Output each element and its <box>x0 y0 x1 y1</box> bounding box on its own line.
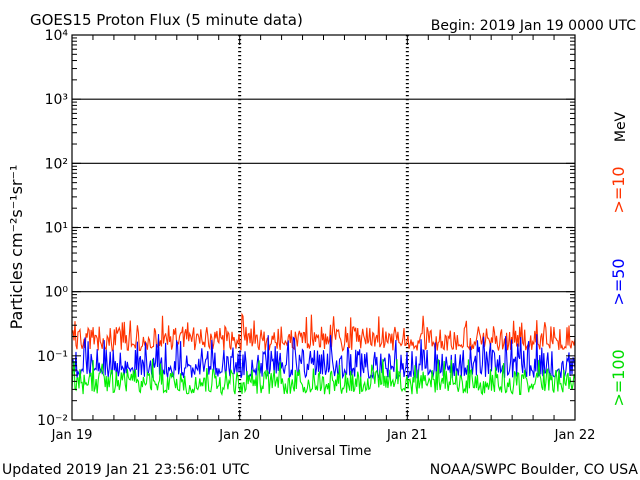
x-axis-label: Universal Time <box>275 444 372 459</box>
y-tick-label: 10⁴ <box>45 28 69 44</box>
x-tick-label: Jan 20 <box>218 428 260 443</box>
y-tick-label: 10⁻² <box>37 413 68 429</box>
series-label-100mev: >=100 <box>609 349 628 406</box>
y-axis-label: Particles cm⁻²s⁻¹sr⁻¹ <box>7 165 26 330</box>
series-label-50mev: >=50 <box>609 258 628 305</box>
series-line-1 <box>71 334 576 380</box>
x-tick-label: Jan 22 <box>554 428 596 443</box>
begin-time: Begin: 2019 Jan 19 0000 UTC <box>431 18 636 34</box>
series-line-2 <box>71 358 576 397</box>
unit-label: MeV <box>613 111 629 142</box>
series-label-10mev: >=10 <box>609 166 628 213</box>
data-lines <box>71 312 576 397</box>
chart-title: GOES15 Proton Flux (5 minute data) <box>30 11 303 29</box>
credit-text: NOAA/SWPC Boulder, CO USA <box>430 462 639 478</box>
x-tick-label: Jan 19 <box>51 428 93 443</box>
y-tick-label: 10³ <box>45 92 68 108</box>
y-tick-label: 10² <box>45 156 68 172</box>
axes: 10⁻² 10⁻¹ 10⁰ 10¹ 10² 10³ 10⁴ Jan 19 Jan 20 Jan 2… <box>37 28 595 443</box>
series-line-0 <box>71 312 576 352</box>
y-tick-label: 10⁰ <box>45 285 69 301</box>
y-tick-label: 10¹ <box>45 221 68 237</box>
updated-time: Updated 2019 Jan 21 23:56:01 UTC <box>2 462 250 478</box>
x-tick-label: Jan 21 <box>386 428 428 443</box>
y-tick-label: 10⁻¹ <box>37 349 68 365</box>
